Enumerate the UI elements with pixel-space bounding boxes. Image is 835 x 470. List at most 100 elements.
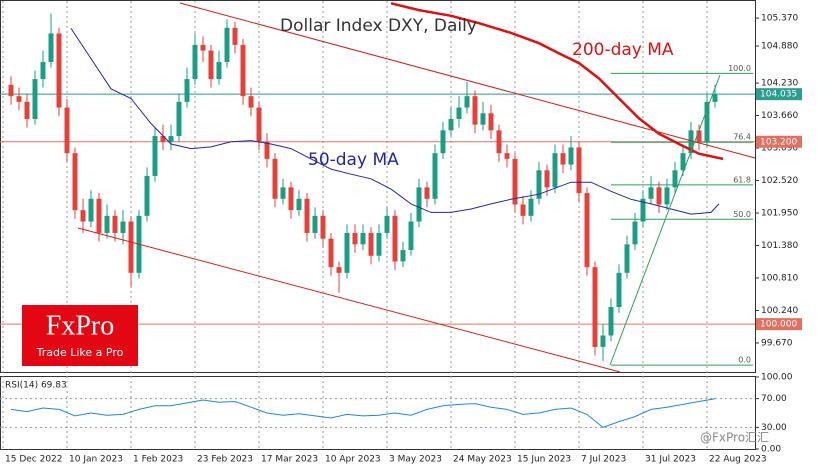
candle-body	[184, 79, 190, 102]
price-label-bg	[756, 88, 802, 101]
candle-body	[312, 215, 318, 233]
price-label: 103.200	[760, 137, 797, 147]
candle-body	[712, 94, 718, 102]
candle-body	[176, 101, 182, 137]
candle-body	[72, 153, 78, 211]
candle-body	[120, 221, 126, 233]
candle-body	[528, 198, 534, 216]
candle-body	[624, 244, 630, 273]
candle-body	[376, 232, 382, 256]
candle-body	[616, 272, 622, 308]
plot-layer: 15 Dec 2022 10 Jan 2023 1 Feb 2023 23 Feb 2…	[0, 1, 802, 465]
candle-body	[336, 267, 342, 273]
candle-body	[64, 107, 70, 154]
candle-body	[216, 61, 222, 80]
candle-body	[384, 215, 390, 233]
x-tick-label: 1 Feb 2023	[133, 455, 183, 465]
candle-body	[696, 130, 702, 142]
x-tick-label: 15 Jun 2023	[517, 455, 571, 465]
x-tick-label: 24 May 2023	[453, 455, 512, 465]
y-tick-label: 100.810	[761, 273, 798, 283]
candle-body	[88, 198, 94, 222]
candle-body	[16, 96, 22, 102]
y-tick-label: 103.660	[761, 111, 798, 121]
candle-body	[368, 232, 374, 256]
candle-body	[144, 175, 150, 216]
rsi-tick-label: 100.00	[761, 373, 793, 383]
candle-body	[280, 187, 286, 199]
candle-body	[352, 232, 358, 245]
candle-body	[400, 250, 406, 262]
candle-body	[152, 136, 158, 176]
candle-body	[344, 232, 350, 273]
rsi-tick-label: 30.00	[761, 423, 787, 433]
candle-body	[112, 215, 118, 233]
candle-body	[48, 33, 54, 62]
candle-body	[496, 130, 502, 154]
candle-body	[296, 198, 302, 211]
candle-body	[272, 158, 278, 199]
candle-body	[96, 198, 102, 233]
candle-body	[128, 221, 134, 273]
y-tick-label: 100.240	[761, 306, 798, 316]
candle-body	[648, 187, 654, 199]
x-tick-label: 10 Jan 2023	[69, 455, 123, 465]
fib-trend	[609, 74, 721, 366]
fib-label: 50.0	[733, 210, 751, 219]
watermark: @FxPro汇汇	[700, 431, 769, 445]
candle-body	[448, 118, 454, 131]
candle-body	[248, 96, 254, 108]
candle-body	[8, 84, 14, 97]
logo: FxPro Trade Like a Pro	[22, 305, 138, 366]
candle-body	[192, 44, 198, 80]
candle-body	[584, 193, 590, 268]
candle-body	[24, 101, 30, 119]
candle-body	[688, 130, 694, 154]
candle-body	[320, 215, 326, 239]
candle-body	[552, 153, 558, 188]
candle-body	[208, 50, 214, 80]
candle-body	[568, 147, 574, 165]
y-tick-label: 104.880	[761, 42, 798, 52]
logo-subtitle: Trade Like a Pro	[36, 346, 124, 359]
candle-body	[600, 335, 606, 347]
candle-body	[264, 141, 270, 159]
candle-body	[632, 221, 638, 245]
rsi-tick-label: 0.00	[761, 445, 781, 455]
candle-body	[240, 44, 246, 97]
x-tick-label: 23 Feb 2023	[197, 455, 253, 465]
candle-body	[224, 27, 230, 62]
x-tick-label: 3 May 2023	[389, 455, 442, 465]
y-tick-label: 103.090	[761, 144, 798, 154]
candle-body	[472, 96, 478, 125]
candle-body	[456, 107, 462, 119]
candle-body	[328, 238, 334, 268]
x-tick-label: 22 Aug 2023	[709, 455, 767, 465]
candle-body	[512, 158, 518, 205]
candle-body	[168, 136, 174, 142]
fib-label: 76.4	[733, 133, 751, 142]
candle-body	[656, 187, 662, 205]
candle-body	[408, 221, 414, 251]
price-label: 100.000	[760, 320, 797, 330]
rsi-title: RSI(14) 69.83	[5, 381, 67, 391]
candle-body	[416, 187, 422, 222]
y-tick-label: 104.230	[761, 79, 798, 89]
y-tick-label: 105.370	[761, 14, 798, 24]
candle-body	[672, 170, 678, 188]
candle-body	[536, 170, 542, 199]
candle-body	[480, 113, 486, 125]
candle-body	[664, 187, 670, 205]
candle-body	[504, 153, 510, 159]
fib-label: 61.8	[733, 175, 751, 184]
candle-body	[608, 307, 614, 336]
x-tick-label: 15 Dec 2022	[5, 455, 63, 465]
candle-body	[288, 187, 294, 211]
x-tick-label: 17 Mar 2023	[261, 455, 318, 465]
rsi-line	[10, 398, 716, 428]
candle-body	[232, 27, 238, 45]
channel-upper	[179, 2, 756, 159]
fib-label: 0.0	[738, 356, 751, 365]
logo-box	[22, 305, 138, 366]
candle-body	[432, 153, 438, 199]
